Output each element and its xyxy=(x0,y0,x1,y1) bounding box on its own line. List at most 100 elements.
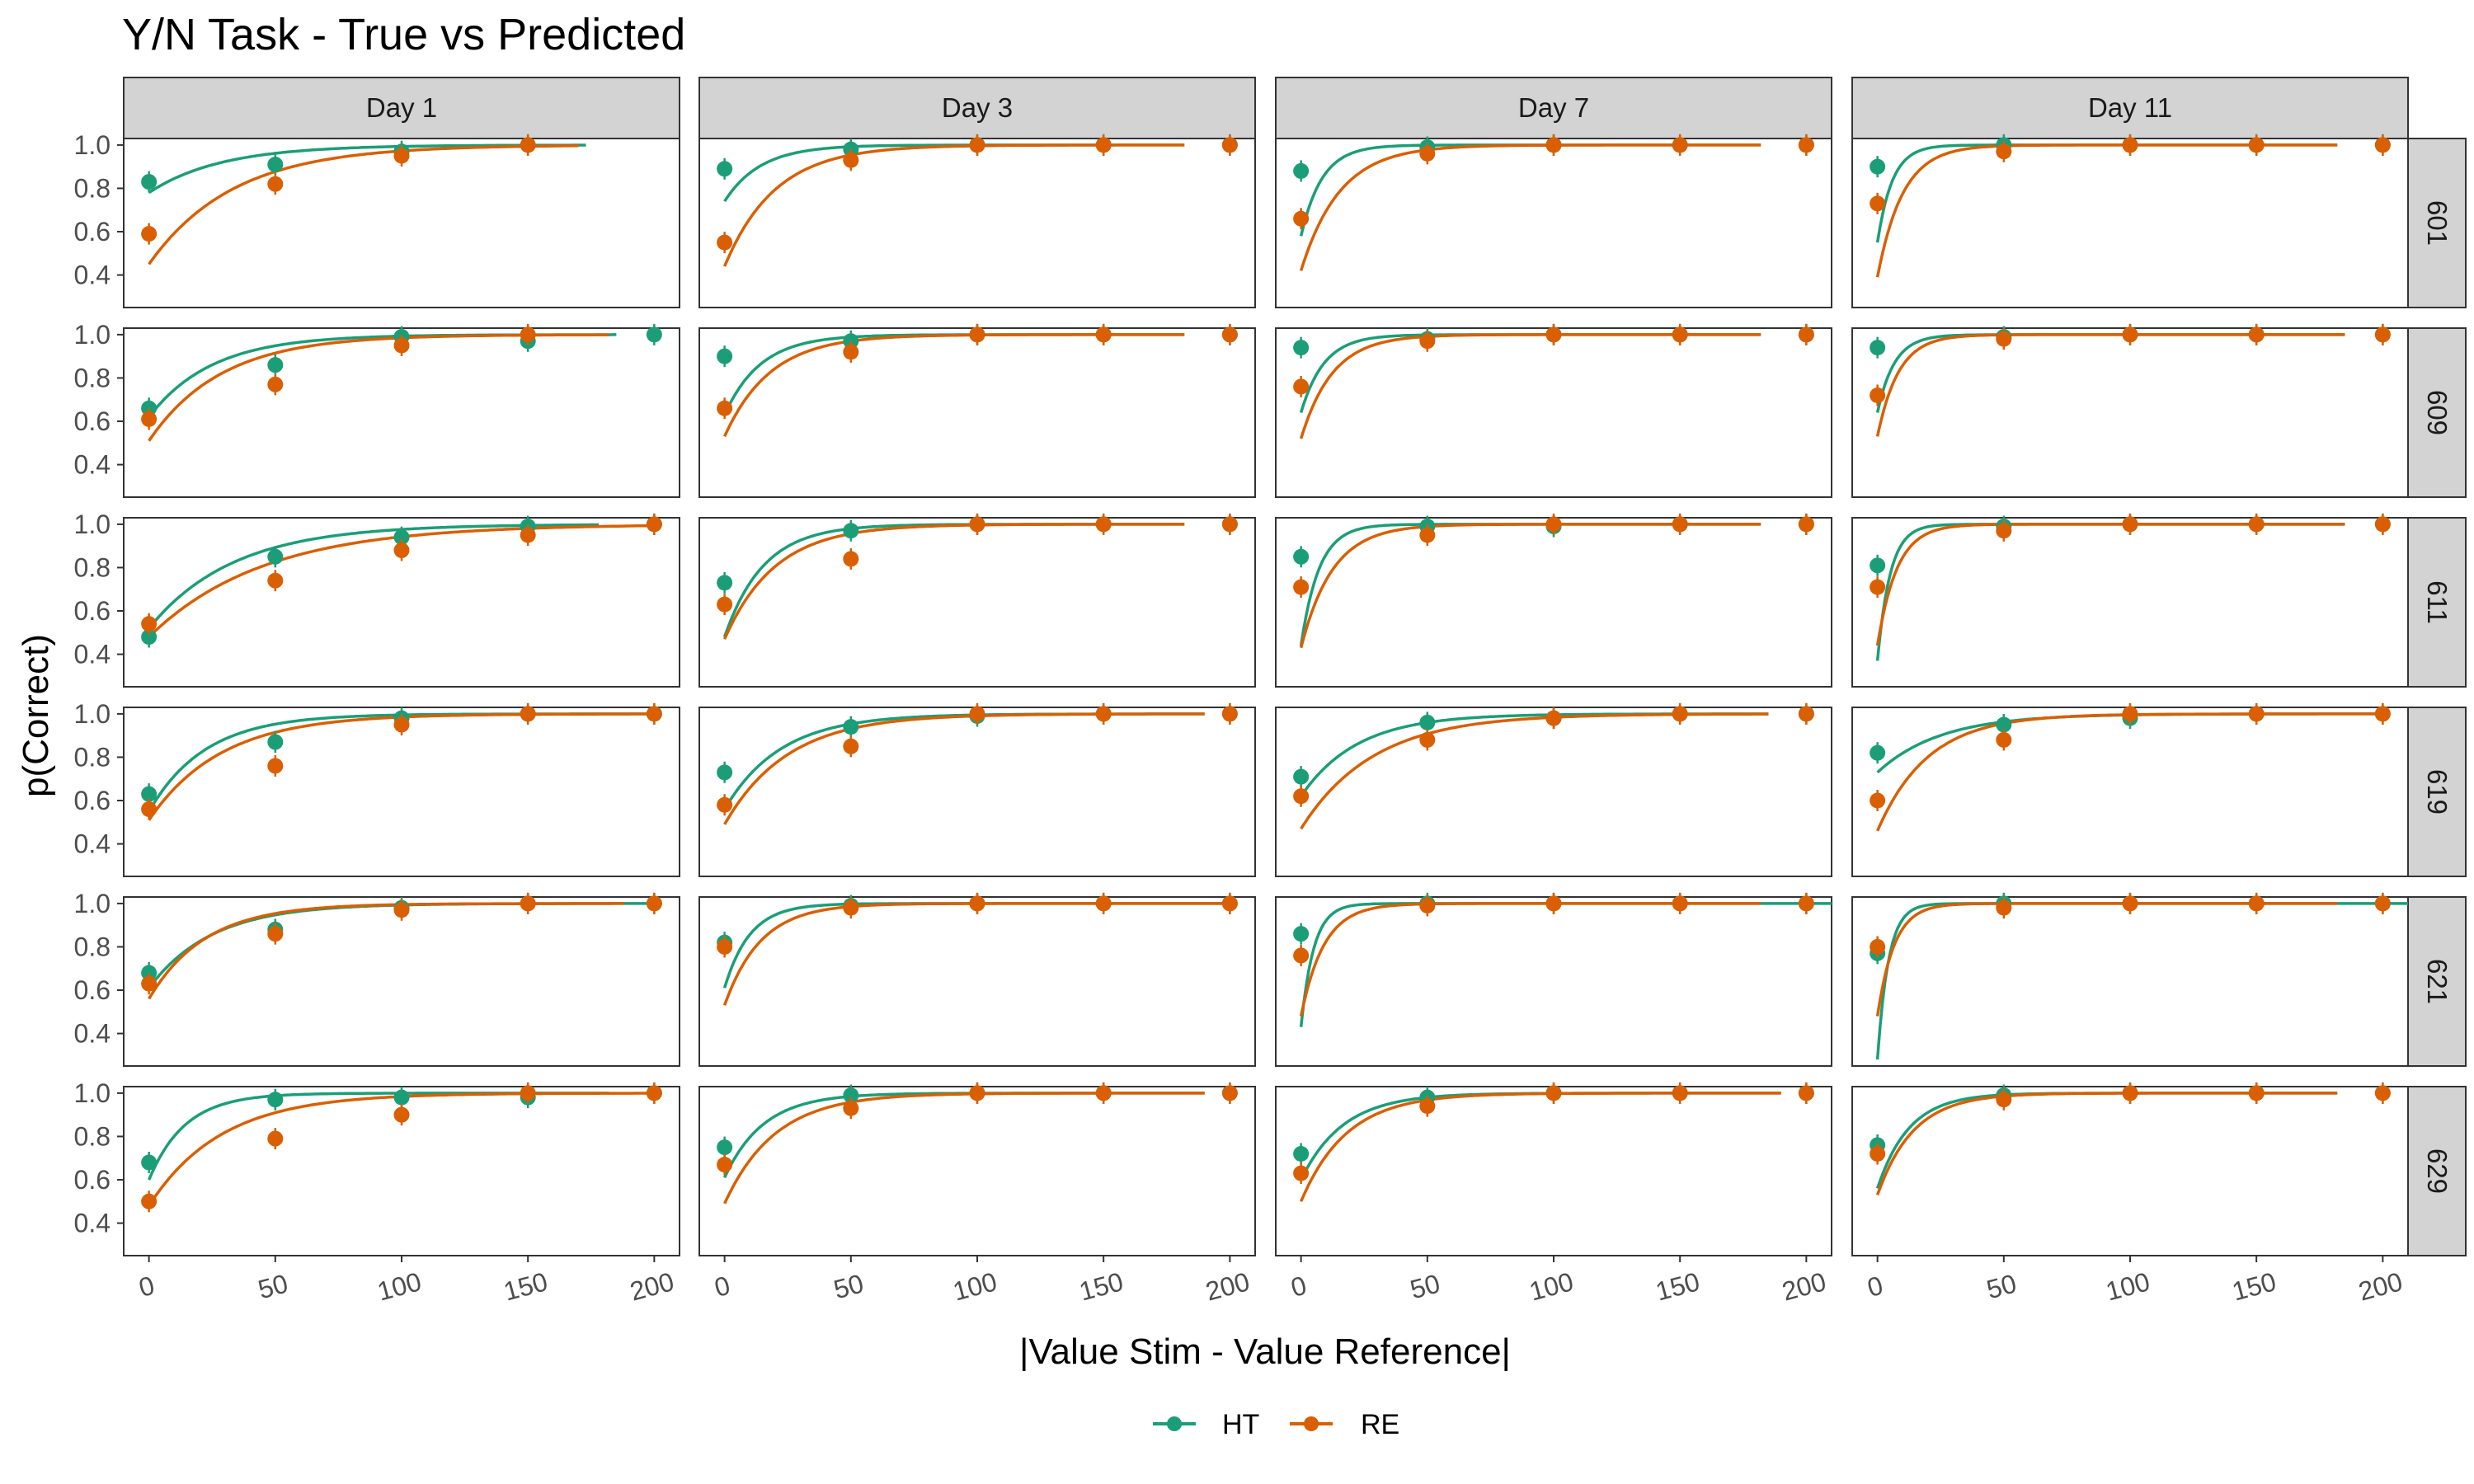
ht-point xyxy=(717,575,733,591)
re-point xyxy=(1095,706,1112,722)
y-tick-label: 1.0 xyxy=(74,320,111,350)
re-point xyxy=(2122,895,2138,912)
re-point xyxy=(1293,579,1310,595)
panel-601-day-11 xyxy=(1851,138,2409,308)
row-strip xyxy=(2407,707,2467,877)
panel-601-day-7 xyxy=(1275,138,1832,308)
re-point xyxy=(646,516,662,533)
re-point xyxy=(1293,788,1310,805)
re-point xyxy=(1545,1085,1562,1101)
re-point xyxy=(969,326,985,343)
panel-621-day-7 xyxy=(1275,896,1832,1067)
re-point xyxy=(1095,516,1112,533)
column-strip xyxy=(698,77,1256,139)
ht-point xyxy=(141,965,158,981)
re-point xyxy=(843,899,859,916)
x-axis-title: |Value Stim - Value Reference| xyxy=(1019,1331,1511,1372)
ht-point xyxy=(843,333,859,350)
re-point xyxy=(267,926,284,942)
y-tick-label: 0.6 xyxy=(74,1165,111,1195)
panel-629-day-3 xyxy=(698,1086,1256,1256)
ht-point xyxy=(1870,557,1886,574)
y-tick-label: 0.6 xyxy=(74,786,111,815)
re-point xyxy=(141,411,158,427)
re-point xyxy=(393,148,410,164)
re-point xyxy=(717,938,733,955)
ht-point xyxy=(717,161,733,177)
panel-621-day-3 xyxy=(698,896,1256,1067)
ht-point xyxy=(1293,340,1310,356)
column-strip-label: Day 7 xyxy=(1518,92,1589,123)
re-point xyxy=(1996,1092,2012,1108)
ht-point xyxy=(717,348,733,364)
re-point xyxy=(141,1193,158,1209)
y-tick-label: 0.6 xyxy=(74,217,111,247)
y-tick-label: 0.8 xyxy=(74,552,111,582)
re-point xyxy=(2374,137,2391,153)
re-point xyxy=(2248,706,2265,722)
y-tick-label: 1.0 xyxy=(74,1078,111,1108)
re-point xyxy=(267,1130,284,1147)
row-strip-label: 601 xyxy=(2422,200,2453,246)
re-point xyxy=(843,551,859,567)
re-point xyxy=(1221,706,1238,722)
re-fit-line xyxy=(723,712,1205,825)
ht-point xyxy=(1870,158,1886,175)
re-point xyxy=(1545,137,1562,153)
ht-point xyxy=(1870,744,1886,761)
row-strip xyxy=(2407,1086,2467,1256)
ht-point xyxy=(646,326,662,343)
row-strip-label: 619 xyxy=(2422,769,2453,815)
re-point xyxy=(2248,516,2265,533)
panel-621-day-11 xyxy=(1851,896,2409,1067)
panel-629-day-11 xyxy=(1851,1086,2409,1256)
re-point xyxy=(520,527,536,543)
ht-point xyxy=(1293,162,1310,179)
re-fit-line xyxy=(148,144,579,265)
re-point xyxy=(520,137,536,153)
re-point xyxy=(1798,895,1814,912)
re-point xyxy=(1996,143,2012,160)
ht-point xyxy=(1293,768,1310,785)
re-point xyxy=(646,706,662,722)
re-fit-line xyxy=(148,902,624,1000)
re-point xyxy=(393,716,410,733)
re-point xyxy=(1221,326,1238,343)
y-tick-label: 1.0 xyxy=(74,510,111,539)
column-strip-label: Day 11 xyxy=(2088,92,2172,123)
re-point xyxy=(1545,516,1562,533)
y-tick-label: 1.0 xyxy=(74,889,111,918)
re-point xyxy=(2374,1085,2391,1101)
re-point xyxy=(1419,1098,1436,1115)
re-point xyxy=(1996,899,2012,916)
re-point xyxy=(520,895,536,912)
re-point xyxy=(969,895,985,912)
re-point xyxy=(2122,706,2138,722)
re-point xyxy=(646,1085,662,1101)
ht-point xyxy=(717,764,733,781)
re-point xyxy=(1293,378,1310,395)
re-point xyxy=(1419,145,1436,162)
re-fit-line xyxy=(1875,523,2345,646)
legend-ht-label: HT xyxy=(1222,1409,1259,1440)
re-point xyxy=(1095,326,1112,343)
y-tick-label: 0.6 xyxy=(74,596,111,626)
ht-point xyxy=(1870,340,1886,356)
re-point xyxy=(1798,137,1814,153)
re-point xyxy=(141,801,158,818)
re-point xyxy=(393,337,410,354)
re-point xyxy=(2248,1085,2265,1101)
chart-title: Y/N Task - True vs Predicted xyxy=(122,10,685,59)
panel-609-day-1 xyxy=(123,327,680,498)
column-strip xyxy=(1851,77,2409,139)
re-point xyxy=(1672,706,1688,722)
re-point xyxy=(717,1157,733,1173)
re-point xyxy=(1798,516,1814,533)
y-tick-label: 0.8 xyxy=(74,173,111,203)
re-point xyxy=(393,902,410,918)
re-point xyxy=(520,1085,536,1101)
re-fit-line xyxy=(1299,1092,1781,1203)
re-point xyxy=(1870,1145,1886,1162)
re-point xyxy=(1419,333,1436,350)
